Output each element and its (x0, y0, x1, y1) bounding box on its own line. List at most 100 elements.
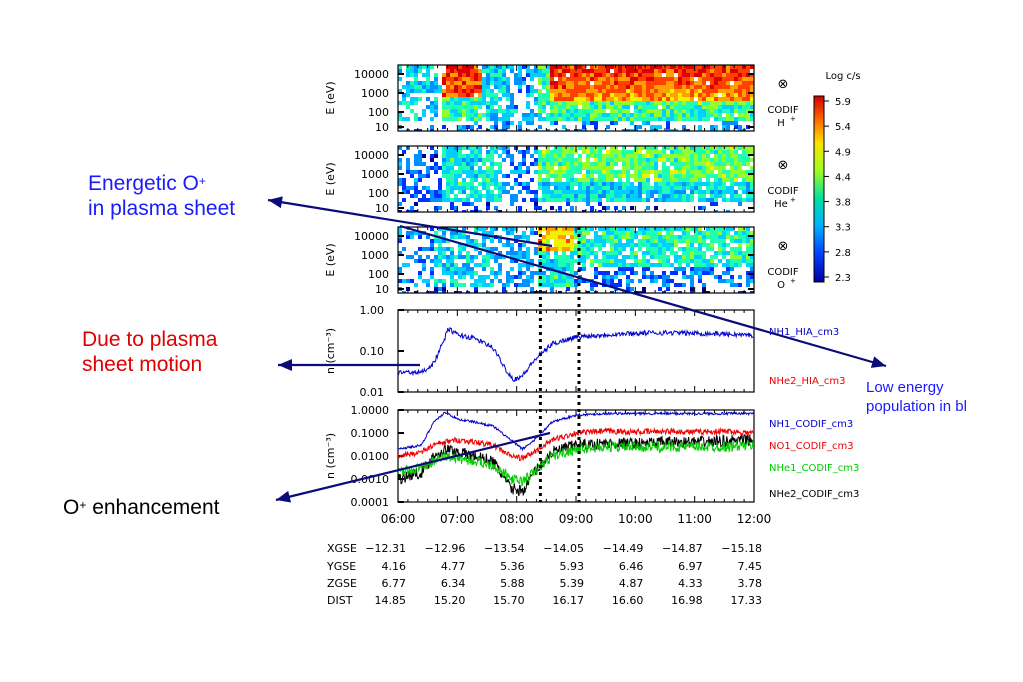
spectrogram-cell (638, 105, 642, 109)
spectrogram-cell (554, 93, 558, 97)
spectrogram-cell (466, 125, 470, 129)
spectrogram-cell (594, 93, 598, 97)
spectrogram-cell (498, 73, 502, 77)
spectrogram-cell (658, 125, 662, 129)
spectrogram-cell (402, 198, 406, 202)
spectrogram-cell (614, 162, 618, 166)
spectrogram-cell (650, 105, 654, 109)
spectrogram-cell (638, 109, 642, 113)
spectrogram-cell (674, 239, 678, 243)
spectrogram-cell (406, 162, 410, 166)
spectrogram-cell (602, 263, 606, 267)
spectrogram-cell (486, 113, 490, 117)
spectrogram-cell (546, 97, 550, 101)
spectrogram-cell (494, 93, 498, 97)
spectrogram-cell (546, 251, 550, 255)
spectrogram-cell (514, 251, 518, 255)
spectrogram-cell (482, 267, 486, 271)
spectrogram-cell (414, 117, 418, 121)
spectrogram-cell (422, 109, 426, 113)
spectrogram-cell (602, 166, 606, 170)
spectrogram-cell (590, 194, 594, 198)
spectrogram-cell (738, 113, 742, 117)
spectrogram-cell (722, 251, 726, 255)
colorbar-tick-label: 3.8 (835, 198, 851, 209)
spectrogram-cell (610, 101, 614, 105)
spectrogram-cell (570, 235, 574, 239)
spectrogram-cell (658, 190, 662, 194)
spectrogram-cell (698, 190, 702, 194)
spectrogram-cell (614, 231, 618, 235)
spectrogram-cell (442, 283, 446, 287)
spectrogram-cell (730, 154, 734, 158)
spectrogram-cell (738, 243, 742, 247)
spectrogram-cell (550, 259, 554, 263)
spectrogram-cell (562, 93, 566, 97)
spectrogram-cell (698, 247, 702, 251)
spectrogram-cell (694, 85, 698, 89)
spectrogram-cell (646, 73, 650, 77)
spectrogram-cell (566, 129, 570, 131)
spectrogram-cell (734, 166, 738, 170)
spectrogram-cell (454, 162, 458, 166)
spectrogram-cell (690, 291, 694, 293)
spectrogram-cell (442, 77, 446, 81)
spectrogram-cell (738, 198, 742, 202)
spectrogram-cell (474, 109, 478, 113)
spectrogram-cell (554, 150, 558, 154)
spectrogram-cell (694, 178, 698, 182)
spectrogram-cell (662, 154, 666, 158)
spectrogram-cell (550, 89, 554, 93)
spectrogram-cell (622, 97, 626, 101)
spectrogram-cell (442, 154, 446, 158)
spectrogram-cell (446, 263, 450, 267)
spectrogram-cell (546, 89, 550, 93)
spectrogram-cell (554, 251, 558, 255)
spectrogram-cell (478, 158, 482, 162)
spectrogram-cell (618, 186, 622, 190)
spectrogram-cell (682, 251, 686, 255)
spectrogram-cell (578, 231, 582, 235)
spectrogram-cell (482, 178, 486, 182)
spectrogram-cell (502, 65, 506, 69)
spectrogram-cell (502, 190, 506, 194)
spectrogram-cell (658, 247, 662, 251)
spectrogram-cell (586, 186, 590, 190)
spectrogram-cell (478, 174, 482, 178)
spectrogram-cell (466, 158, 470, 162)
annotation-low-energy-line1: Low energy (866, 379, 944, 396)
spectrogram-cell (562, 235, 566, 239)
spectrogram-cell (630, 271, 634, 275)
spectrogram-cell (622, 105, 626, 109)
spectrogram-cell (746, 69, 750, 73)
spectrogram-cell (434, 154, 438, 158)
spectrogram-cell (726, 279, 730, 283)
spectrogram-cell (570, 174, 574, 178)
spectrogram-cell (614, 283, 618, 287)
spectrogram-cell (618, 97, 622, 101)
spectrogram-cell (586, 190, 590, 194)
spectrogram-cell (662, 101, 666, 105)
spectrogram-cell (434, 97, 438, 101)
spectrogram-cell (462, 198, 466, 202)
spectrogram-cell (518, 267, 522, 271)
spectrogram-cell (706, 101, 710, 105)
spectrogram-cell (458, 275, 462, 279)
spectrogram-cell (650, 129, 654, 131)
spectrogram-cell (674, 154, 678, 158)
spectrogram-cell (474, 243, 478, 247)
spectrogram-cell (702, 69, 706, 73)
spectrogram-cell (478, 150, 482, 154)
spectrogram-cell (518, 69, 522, 73)
spectrogram-cell (678, 105, 682, 109)
spectrogram-cell (618, 113, 622, 117)
spectrogram-cell (674, 150, 678, 154)
ephemeris-value: 16.17 (553, 594, 585, 607)
spectrogram-cell (414, 186, 418, 190)
spectrogram-cell (730, 117, 734, 121)
spectrogram-cell (738, 158, 742, 162)
spectrogram-cell (430, 65, 434, 69)
spectrogram-cell (630, 198, 634, 202)
spectrogram-cell (582, 77, 586, 81)
spectrogram-cell (454, 291, 458, 293)
